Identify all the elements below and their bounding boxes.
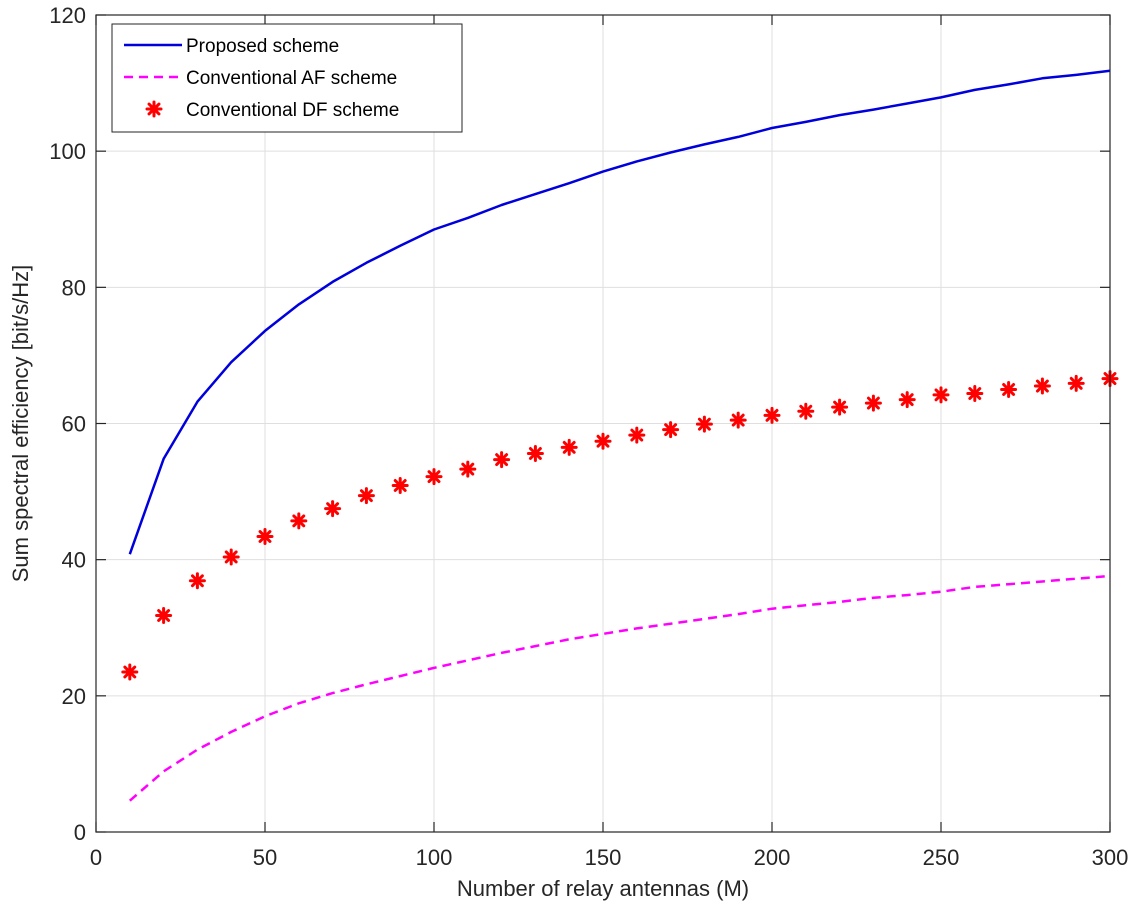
data-point (391, 476, 409, 494)
data-point (560, 438, 578, 456)
legend-entry: Proposed scheme (124, 36, 339, 57)
y-tick-label: 100 (49, 139, 86, 164)
x-tick-label: 150 (585, 845, 622, 870)
legend-label: Conventional AF scheme (186, 68, 397, 89)
series-line-conventional-af-scheme (128, 574, 1111, 802)
data-point (966, 385, 984, 403)
data-point (662, 421, 680, 439)
data-point (1033, 377, 1051, 395)
data-point (594, 432, 612, 450)
legend-entry: Conventional AF scheme (124, 68, 397, 89)
x-tick-label: 200 (754, 845, 791, 870)
data-point (864, 394, 882, 412)
y-tick-label: 80 (62, 275, 86, 300)
y-tick-label: 60 (62, 412, 86, 437)
x-tick-label: 250 (923, 845, 960, 870)
data-point (459, 460, 477, 478)
data-point (155, 606, 173, 624)
data-point (493, 451, 511, 469)
data-point (121, 663, 139, 681)
data-point (1000, 380, 1018, 398)
grid-lines (96, 15, 1110, 832)
x-tick-label: 300 (1092, 845, 1129, 870)
legend-marker (145, 100, 163, 118)
data-point (898, 391, 916, 409)
data-point (695, 415, 713, 433)
data-point (526, 444, 544, 462)
data-point (797, 402, 815, 420)
data-point (188, 572, 206, 590)
series-line-proposed-scheme (128, 69, 1111, 555)
data-point (729, 411, 747, 429)
data-point (932, 386, 950, 404)
legend-label: Proposed scheme (186, 36, 339, 57)
series-conventional-df-scheme (121, 370, 1119, 681)
data-point (256, 528, 274, 546)
y-tick-label: 40 (62, 548, 86, 573)
x-axis-label: Number of relay antennas (M) (457, 876, 749, 901)
data-point (222, 548, 240, 566)
y-tick-label: 0 (74, 820, 86, 845)
data-point (425, 468, 443, 486)
series-layer (121, 69, 1119, 802)
x-tick-label: 100 (416, 845, 453, 870)
axis-ticks: 0 50 100 150 200 250 300 0 20 40 60 80 100 120 (49, 3, 1128, 870)
data-point (290, 512, 308, 530)
x-tick-label: 0 (90, 845, 102, 870)
y-tick-label: 20 (62, 684, 86, 709)
data-point (628, 426, 646, 444)
data-point (763, 406, 781, 424)
y-axis-label: Sum spectral efficiency [bit/s/Hz] (8, 265, 33, 583)
data-point (1067, 374, 1085, 392)
legend-entry: Conventional DF scheme (145, 100, 399, 121)
legend: Proposed scheme Conventional AF scheme Con… (111, 23, 463, 133)
data-point (357, 487, 375, 505)
data-point (324, 500, 342, 518)
legend-label: Conventional DF scheme (186, 100, 399, 121)
x-tick-label: 50 (253, 845, 277, 870)
data-point (831, 398, 849, 416)
y-tick-label: 120 (49, 3, 86, 28)
